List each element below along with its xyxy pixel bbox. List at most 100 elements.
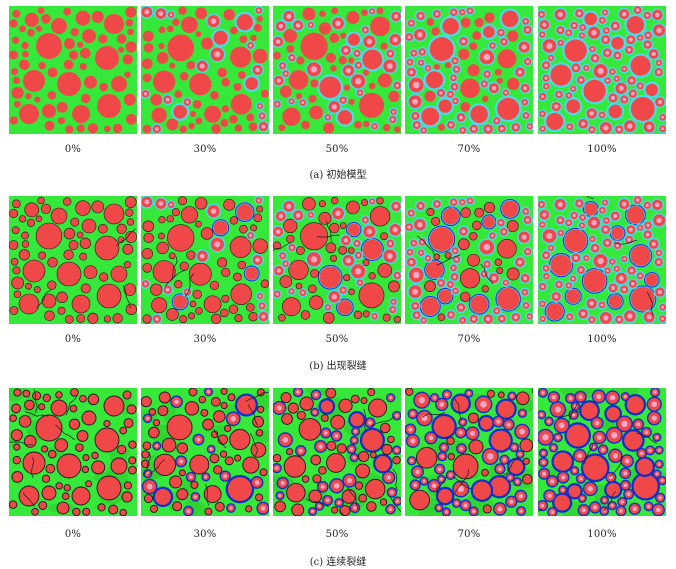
recycled-aggregate bbox=[385, 393, 396, 403]
natural-aggregate bbox=[142, 262, 153, 273]
aggregate-highlight bbox=[499, 30, 503, 35]
recycled-aggregate bbox=[436, 97, 455, 115]
interface-crack bbox=[625, 204, 646, 226]
natural-aggregate bbox=[41, 14, 51, 24]
recycled-aggregate bbox=[330, 205, 346, 221]
aggregate-highlight bbox=[284, 262, 288, 266]
recycled-aggregate bbox=[141, 6, 154, 19]
aggregate-core bbox=[40, 203, 52, 214]
mortar-crack bbox=[30, 457, 35, 479]
natural-aggregate bbox=[279, 275, 293, 288]
mortar-crack bbox=[392, 468, 398, 491]
recycled-aggregate bbox=[417, 46, 428, 57]
aggregate-highlight bbox=[628, 37, 633, 42]
recycled-aggregate bbox=[481, 312, 495, 324]
mortar-crack bbox=[9, 441, 33, 446]
natural-aggregate bbox=[156, 52, 169, 64]
recycled-aggregate bbox=[391, 445, 401, 455]
recycled-aggregate bbox=[607, 92, 619, 104]
interface-crack bbox=[604, 405, 622, 423]
interface-crack bbox=[470, 479, 494, 502]
natural-aggregate bbox=[44, 310, 55, 321]
recycled-aggregate bbox=[517, 230, 532, 245]
recycled-aggregate bbox=[569, 20, 580, 31]
natural-aggregate bbox=[392, 455, 401, 465]
recycled-aggregate bbox=[548, 252, 574, 278]
natural-aggregate bbox=[325, 52, 336, 63]
aggregate-core bbox=[318, 211, 332, 225]
aggregate-highlight bbox=[660, 317, 665, 321]
aggregate-core bbox=[166, 25, 174, 33]
natural-aggregate bbox=[38, 403, 46, 411]
aggregate-core bbox=[76, 231, 84, 239]
aggregate-highlight bbox=[638, 84, 642, 88]
aggregate-core bbox=[444, 62, 452, 69]
aggregate-core bbox=[152, 260, 176, 284]
aggregate-core bbox=[174, 280, 183, 289]
natural-aggregate bbox=[26, 218, 36, 227]
aggregate-highlight bbox=[185, 100, 189, 104]
natural-aggregate bbox=[103, 419, 111, 428]
aggregate-highlight bbox=[600, 113, 604, 117]
aggregate-core bbox=[35, 25, 42, 32]
aggregate-core bbox=[546, 302, 564, 320]
aggregate-highlight bbox=[557, 282, 561, 287]
natural-aggregate bbox=[387, 435, 395, 444]
recycled-aggregate bbox=[330, 430, 343, 442]
natural-aggregate bbox=[21, 240, 30, 248]
aggregate-core bbox=[12, 36, 20, 44]
recycled-aggregate bbox=[465, 426, 480, 441]
aggregate-highlight bbox=[525, 59, 530, 64]
aggregate-core bbox=[376, 197, 384, 205]
recycled-aggregate bbox=[424, 431, 438, 445]
aggregate-core bbox=[64, 314, 74, 324]
aggregate-highlight bbox=[524, 303, 528, 308]
aggregate-highlight bbox=[193, 495, 198, 499]
recycled-aggregate bbox=[494, 463, 506, 475]
natural-aggregate bbox=[460, 17, 471, 28]
aggregate-highlight bbox=[352, 438, 356, 442]
aggregate-highlight bbox=[600, 18, 604, 22]
recycled-aggregate bbox=[305, 250, 323, 268]
aggregate-highlight bbox=[210, 208, 217, 214]
recycled-aggregate bbox=[577, 503, 590, 516]
aggregate-highlight bbox=[657, 61, 661, 65]
recycled-aggregate bbox=[281, 199, 296, 214]
aggregate-core bbox=[490, 430, 511, 451]
aggregate-highlight bbox=[335, 20, 341, 27]
aggregate-highlight bbox=[544, 76, 548, 80]
ratio-label: 0% bbox=[64, 144, 82, 155]
recycled-aggregate bbox=[256, 501, 269, 515]
natural-aggregate bbox=[9, 209, 19, 218]
natural-aggregate bbox=[296, 93, 303, 100]
natural-aggregate bbox=[299, 396, 314, 411]
aggregate-core bbox=[156, 241, 169, 255]
aggregate-highlight bbox=[512, 445, 516, 449]
aggregate-core bbox=[38, 251, 47, 260]
natural-aggregate bbox=[242, 456, 260, 474]
aggregate-core bbox=[358, 282, 385, 309]
recycled-aggregate bbox=[192, 433, 205, 446]
recycled-aggregate bbox=[487, 81, 501, 95]
recycled-aggregate bbox=[563, 218, 574, 228]
aggregate-highlight bbox=[490, 234, 494, 237]
aggregate-highlight bbox=[615, 77, 619, 81]
aggregate-highlight bbox=[449, 313, 453, 317]
natural-aggregate bbox=[310, 454, 322, 466]
recycled-aggregate bbox=[387, 304, 398, 315]
ratio-label: 100% bbox=[587, 334, 617, 345]
panel-svg bbox=[273, 196, 401, 324]
natural-aggregate bbox=[172, 501, 183, 512]
recycled-aggregate bbox=[550, 290, 563, 303]
recycled-aggregate bbox=[581, 253, 591, 263]
aggregate-core bbox=[230, 283, 252, 305]
recycled-aggregate bbox=[370, 121, 380, 131]
aggregate-highlight bbox=[439, 281, 443, 285]
aggregate-highlight bbox=[366, 228, 373, 235]
recycled-aggregate bbox=[448, 263, 459, 273]
aggregate-highlight bbox=[260, 114, 264, 118]
aggregate-highlight bbox=[445, 510, 448, 514]
aggregate-core bbox=[125, 41, 137, 53]
aggregate-core bbox=[283, 29, 298, 43]
aggregate-highlight bbox=[395, 414, 399, 418]
